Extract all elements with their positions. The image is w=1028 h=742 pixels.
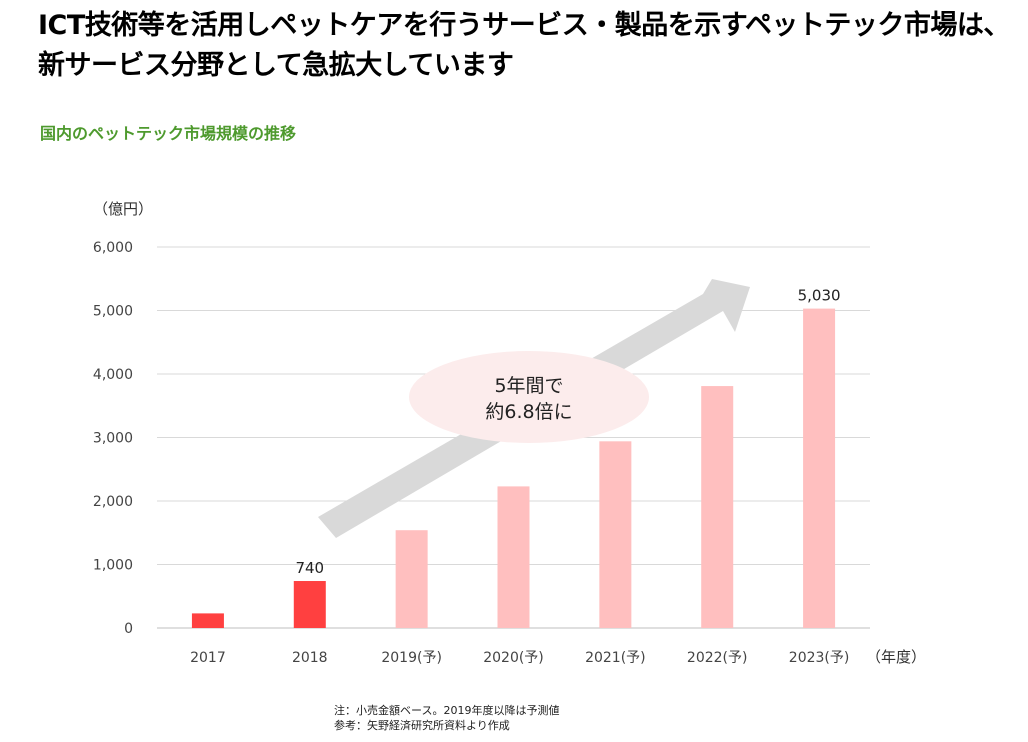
y-tick-label: 4,000 [93, 367, 133, 383]
headline-line-2: 新サービス分野として急拡大しています [38, 50, 514, 81]
bar [191, 613, 224, 628]
headline-line-1: ICT技術等を活用しペットケアを行うサービス・製品を示すペットテック市場は、 [38, 10, 1010, 41]
headline: ICT技術等を活用しペットケアを行うサービス・製品を示すペットテック市場は、 新… [38, 6, 1018, 86]
y-tick-label: 6,000 [93, 240, 133, 256]
y-tick-label: 2,000 [93, 494, 133, 510]
y-tick-label: 0 [124, 621, 133, 637]
data-label: 5,030 [798, 287, 841, 305]
bar [395, 530, 428, 628]
x-tick-label: 2018 [292, 650, 328, 666]
x-tick-label: 2020(予) [483, 650, 544, 666]
annotation-line-1: 5年間で [494, 375, 563, 397]
x-tick-label: 2019(予) [381, 650, 442, 666]
x-axis-label: （年度） [866, 648, 926, 666]
reference-line: 参考：矢野経済研究所資料より作成 [334, 719, 510, 732]
note-line: 注：小売金額ベース。2019年度以降は予測値 [334, 704, 560, 717]
x-tick-label: 2021(予) [585, 650, 646, 666]
annotation-bubble [409, 351, 649, 443]
y-tick-label: 5,000 [93, 304, 133, 320]
bar [701, 386, 734, 628]
annotation-line-2: 約6.8倍に [485, 401, 572, 423]
x-tick-label: 2023(予) [789, 650, 850, 666]
source-notes: 注：小売金額ベース。2019年度以降は予測値 参考：矢野経済研究所資料より作成 [334, 703, 559, 733]
x-tick-label: 2022(予) [687, 650, 748, 666]
y-tick-label: 1,000 [93, 558, 133, 574]
data-label: 740 [295, 559, 324, 577]
bar [599, 441, 632, 628]
bar [803, 308, 836, 628]
chart-subtitle: 国内のペットテック市場規模の推移 [40, 124, 297, 143]
bar [293, 581, 326, 628]
y-tick-label: 3,000 [93, 431, 133, 447]
bar [497, 486, 530, 628]
y-axis-label: （億円） [93, 200, 153, 218]
x-tick-label: 2017 [190, 650, 226, 666]
